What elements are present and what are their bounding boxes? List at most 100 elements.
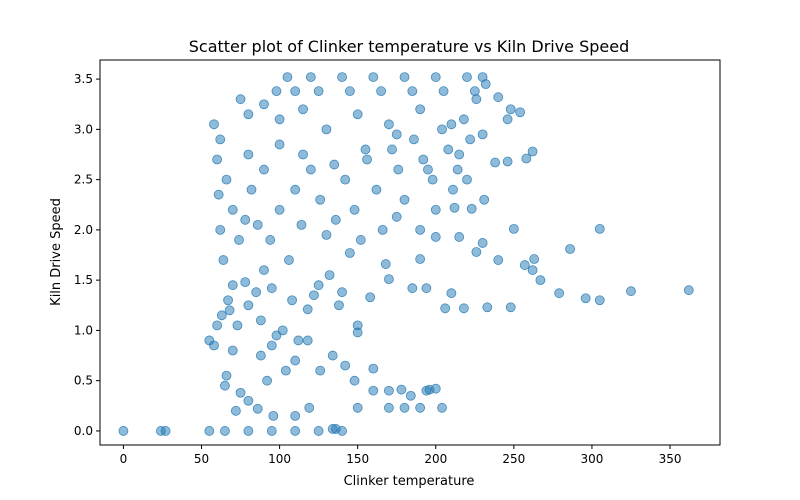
scatter-point: [296, 219, 307, 230]
scatter-point: [259, 265, 269, 275]
scatter-point: [415, 254, 426, 264]
scatter-point: [437, 124, 447, 135]
scatter-point: [321, 124, 332, 135]
scatter-point: [315, 194, 326, 205]
y-tick-label: 2.5: [74, 173, 93, 187]
scatter-point: [407, 283, 418, 294]
scatter-point: [368, 385, 379, 396]
scatter-point: [399, 194, 410, 205]
scatter-point: [290, 426, 301, 436]
scatter-point: [298, 149, 308, 160]
scatter-point: [266, 340, 277, 351]
scatter-point: [313, 280, 324, 291]
scatter-point: [204, 426, 215, 436]
scatter-point: [227, 345, 238, 356]
scatter-point: [490, 157, 501, 168]
scatter-point: [327, 350, 338, 361]
scatter-point: [243, 426, 254, 436]
chart-title: Scatter plot of Clinker temperature vs K…: [189, 37, 630, 56]
scatter-point: [235, 94, 246, 105]
scatter-point: [437, 402, 447, 413]
scatter-point: [262, 375, 273, 386]
scatter-point: [274, 114, 285, 125]
scatter-point: [446, 288, 457, 299]
scatter-point: [251, 287, 262, 298]
scatter-point: [466, 203, 477, 214]
scatter-point: [243, 300, 254, 311]
scatter-point: [271, 86, 282, 97]
scatter-point: [337, 287, 347, 298]
scatter-point: [274, 139, 285, 150]
y-tick-label: 0.0: [74, 424, 93, 438]
scatter-point: [565, 244, 575, 254]
scatter-point: [293, 335, 304, 346]
scatter-point: [421, 385, 432, 396]
scatter-point: [280, 365, 291, 376]
scatter-point: [415, 224, 426, 235]
scatter-point: [493, 255, 504, 265]
scatter-point: [427, 174, 438, 185]
scatter-point: [227, 280, 238, 291]
scatter-point: [235, 387, 246, 398]
scatter-point: [265, 235, 276, 245]
plot-points: [118, 72, 694, 436]
y-axis-ticks: 0.0 0.5 1.0 1.5 2.0 2.5 3.0 3.5: [74, 72, 100, 438]
scatter-point: [362, 154, 372, 165]
scatter-point: [234, 235, 244, 245]
x-tick-label: 150: [346, 452, 369, 466]
scatter-point: [515, 107, 525, 118]
scatter-point: [324, 270, 335, 281]
scatter-point: [430, 232, 441, 242]
scatter-point: [443, 144, 454, 155]
scatter-point: [380, 259, 391, 269]
scatter-point: [448, 184, 458, 195]
scatter-point: [290, 410, 301, 421]
scatter-point: [232, 320, 243, 331]
scatter-point: [465, 134, 476, 145]
scatter-point: [337, 426, 347, 436]
y-tick-label: 1.0: [74, 323, 93, 337]
scatter-point: [368, 72, 379, 82]
scatter-point: [405, 390, 416, 401]
scatter-point: [266, 283, 277, 294]
x-tick-label: 250: [502, 452, 525, 466]
scatter-point: [471, 94, 482, 105]
scatter-point: [368, 363, 379, 374]
scatter-point: [387, 144, 397, 155]
scatter-point: [352, 109, 363, 120]
scatter-point: [554, 288, 565, 299]
scatter-point: [384, 402, 394, 413]
scatter-point: [290, 355, 301, 366]
scatter-point: [212, 320, 223, 331]
scatter-point: [355, 235, 366, 245]
scatter-point: [399, 402, 410, 413]
scatter-point: [118, 426, 129, 436]
scatter-point: [340, 174, 351, 185]
scatter-point: [321, 230, 332, 240]
scatter-point: [218, 255, 229, 265]
scatter-point: [313, 426, 324, 436]
scatter-point: [309, 290, 319, 301]
scatter-point: [268, 410, 279, 421]
scatter-point: [277, 325, 288, 336]
scatter-point: [462, 72, 472, 82]
x-tick-label: 350: [659, 452, 682, 466]
scatter-point: [352, 402, 363, 413]
y-tick-label: 3.5: [74, 72, 93, 86]
scatter-point: [252, 403, 263, 414]
x-tick-label: 50: [194, 452, 209, 466]
scatter-point: [502, 114, 513, 125]
scatter-point: [243, 109, 254, 120]
scatter-point: [580, 293, 591, 304]
scatter-point: [255, 350, 266, 361]
scatter-point: [527, 146, 538, 157]
y-tick-label: 2.0: [74, 223, 93, 237]
scatter-point: [423, 164, 433, 175]
scatter-point: [224, 305, 235, 316]
scatter-point: [527, 265, 538, 275]
scatter-point: [302, 335, 313, 346]
scatter-point: [408, 134, 419, 145]
x-tick-label: 0: [120, 452, 128, 466]
scatter-point: [371, 184, 382, 195]
scatter-point: [216, 310, 227, 321]
